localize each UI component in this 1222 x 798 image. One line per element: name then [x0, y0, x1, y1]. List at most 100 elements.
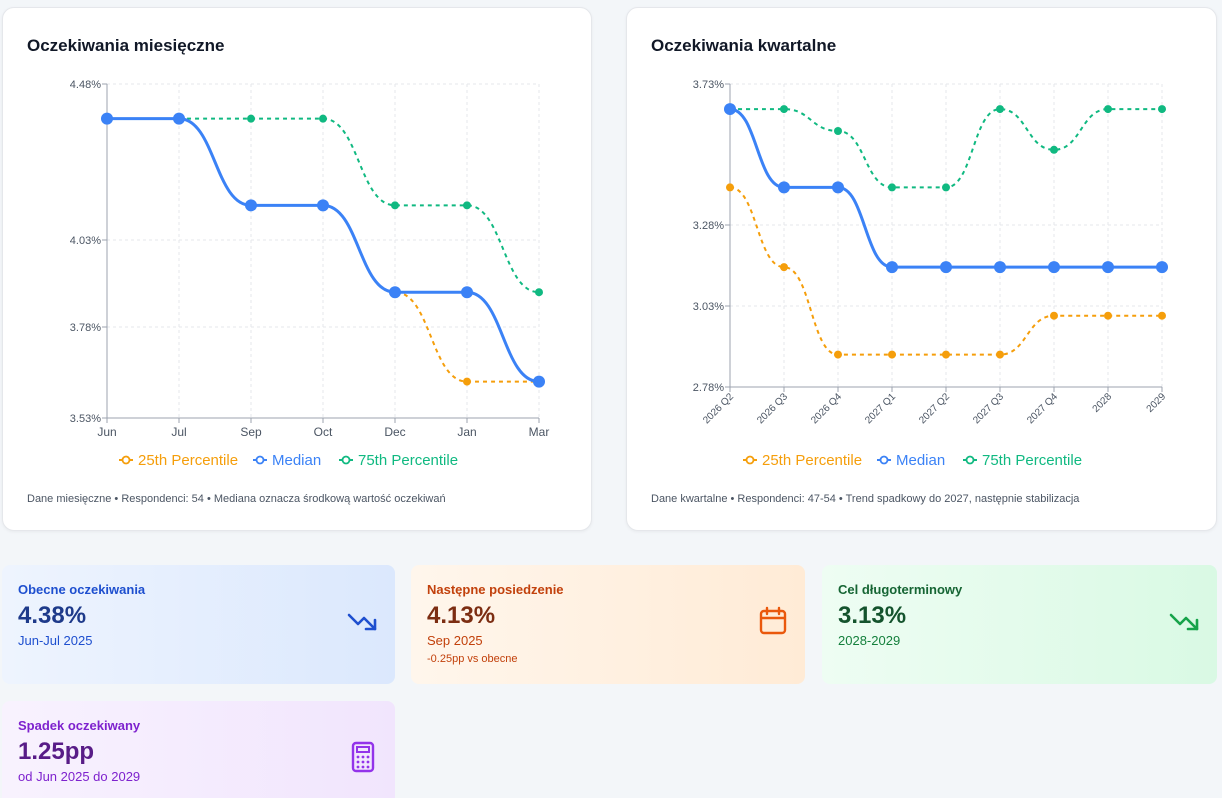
y-tick-label: 4.03%: [70, 235, 101, 247]
data-point-median: [778, 181, 790, 194]
quarterly-chart-title: Oczekiwania kwartalne: [651, 36, 837, 55]
card-value: 4.38%: [18, 602, 87, 629]
next-meeting-card: Następne posiedzenie 4.13% Sep 2025 -0.2…: [411, 565, 805, 684]
expected-drop-card: Spadek oczekiwany 1.25pp od Jun 2025 do …: [2, 701, 395, 798]
data-point-p25: [996, 350, 1004, 359]
monthly-chart-note: Dane miesięczne • Respondenci: 54 • Medi…: [27, 493, 446, 505]
data-point-p25: [834, 350, 842, 359]
series-median: [724, 103, 1168, 274]
grid: [729, 83, 1163, 388]
data-point-median: [940, 261, 952, 274]
x-tick-label: 2027 Q1: [863, 391, 898, 426]
y-tick-label: 3.73%: [693, 79, 724, 91]
data-point-p25: [1158, 311, 1166, 320]
data-point-median: [886, 261, 898, 274]
data-point-p75: [780, 105, 788, 114]
y-tick-label: 2.78%: [693, 382, 724, 394]
data-point-p25: [726, 183, 734, 192]
data-point-p75: [319, 114, 327, 123]
data-point-p25: [942, 350, 950, 359]
data-point-median: [1102, 261, 1114, 274]
data-point-median: [461, 286, 473, 299]
legend-swatch-marker: [121, 455, 131, 465]
x-tick-label: Sep: [240, 425, 262, 439]
legend-label: 25th Percentile: [762, 452, 862, 469]
data-point-median: [317, 199, 329, 212]
long-term-target-card: Cel długoterminowy 3.13% 2028-2029: [822, 565, 1217, 684]
data-point-p75: [463, 201, 471, 210]
grid: [106, 83, 540, 419]
x-tick-label: 2029: [1145, 391, 1169, 415]
series-p25: [726, 183, 1166, 359]
quarterly-chart-note: Dane kwartalne • Respondenci: 47-54 • Tr…: [651, 493, 1080, 505]
series-p75: [726, 105, 1166, 192]
series-line-median: [107, 117, 540, 384]
y-tick-label: 3.03%: [693, 301, 724, 313]
data-point-p75: [1104, 105, 1112, 114]
legend: 25th Percentile Median 75th Percentile: [119, 452, 458, 469]
monthly-chart-title: Oczekiwania miesięczne: [27, 36, 225, 55]
x-tick-label: Dec: [384, 425, 405, 439]
current-expectation-card: Obecne oczekiwania 4.38% Jun-Jul 2025: [2, 565, 395, 684]
data-point-median: [389, 286, 401, 299]
data-point-p25: [463, 377, 471, 386]
data-point-p75: [942, 183, 950, 192]
data-point-p75: [1158, 105, 1166, 114]
x-tick-label: Mar: [529, 425, 550, 439]
card-subtitle: 2028-2029: [838, 633, 901, 648]
y-tick-label: 3.28%: [693, 220, 724, 232]
data-point-p25: [888, 350, 896, 359]
legend: 25th Percentile Median 75th Percentile: [743, 452, 1082, 469]
x-tick-label: 2026 Q2: [701, 391, 736, 426]
data-point-p75: [391, 201, 399, 210]
trending-down-icon: [347, 613, 377, 631]
series-median: [101, 112, 545, 388]
card-subtitle: Jun-Jul 2025: [18, 633, 93, 648]
legend-swatch-marker: [255, 455, 265, 465]
data-point-median: [533, 375, 545, 388]
x-tick-label: 2027 Q2: [917, 391, 952, 426]
y-tick-label: 3.78%: [70, 322, 101, 334]
y-tick-label: 3.53%: [70, 413, 101, 425]
data-point-median: [832, 181, 844, 194]
series-line-p75: [729, 108, 1162, 189]
card-label: Spadek oczekiwany: [18, 718, 141, 733]
data-point-median: [173, 112, 185, 125]
legend-swatch-marker: [341, 455, 351, 465]
legend-label: 75th Percentile: [358, 452, 458, 469]
data-point-median: [1156, 261, 1168, 274]
data-point-p75: [834, 127, 842, 135]
data-point-p25: [1104, 311, 1112, 320]
data-point-p25: [1050, 311, 1058, 320]
card-value: 4.13%: [427, 602, 496, 629]
data-point-p75: [996, 105, 1004, 114]
x-tick-label: Jun: [97, 425, 116, 439]
data-point-median: [101, 112, 113, 125]
x-tick-label: 2027 Q4: [1025, 391, 1060, 426]
card-value: 3.13%: [838, 602, 907, 629]
card-label: Cel długoterminowy: [838, 582, 963, 597]
data-point-median: [1048, 261, 1060, 274]
monthly-chart-panel: Oczekiwania miesięczne 4.48% 4.03% 3.78% 3.…: [2, 7, 592, 531]
x-tick-label: 2028: [1091, 391, 1115, 415]
legend-swatch-marker: [965, 455, 975, 465]
data-point-p75: [1050, 145, 1058, 154]
card-subtitle: od Jun 2025 do 2029: [18, 769, 141, 784]
data-point-p75: [535, 288, 543, 297]
legend-label: 75th Percentile: [982, 452, 1082, 469]
data-point-median: [994, 261, 1006, 274]
card-change-note: -0.25pp vs obecne: [427, 653, 518, 665]
legend-label: Median: [896, 452, 945, 469]
card-subtitle: Sep 2025: [427, 633, 483, 648]
x-tick-label: Jan: [457, 425, 476, 439]
quarterly-chart: 3.73% 3.28% 3.03% 2.78%2026 Q2 2026 Q3 2026 Q…: [693, 79, 1169, 469]
monthly-chart: 4.48% 4.03% 3.78% 3.53%Jun Jul Sep Oct Dec Jan Ma…: [70, 79, 550, 469]
card-label: Następne posiedzenie: [427, 582, 564, 597]
card-value: 1.25pp: [18, 738, 95, 765]
x-tick-label: 2026 Q4: [809, 391, 844, 426]
quarterly-chart-panel: Oczekiwania kwartalne 3.73% 3.28% 3.03% 2.7…: [626, 7, 1217, 531]
card-label: Obecne oczekiwania: [18, 582, 146, 597]
x-tick-label: Oct: [314, 425, 333, 439]
legend-label: Median: [272, 452, 321, 469]
x-tick-label: 2027 Q3: [971, 391, 1006, 426]
